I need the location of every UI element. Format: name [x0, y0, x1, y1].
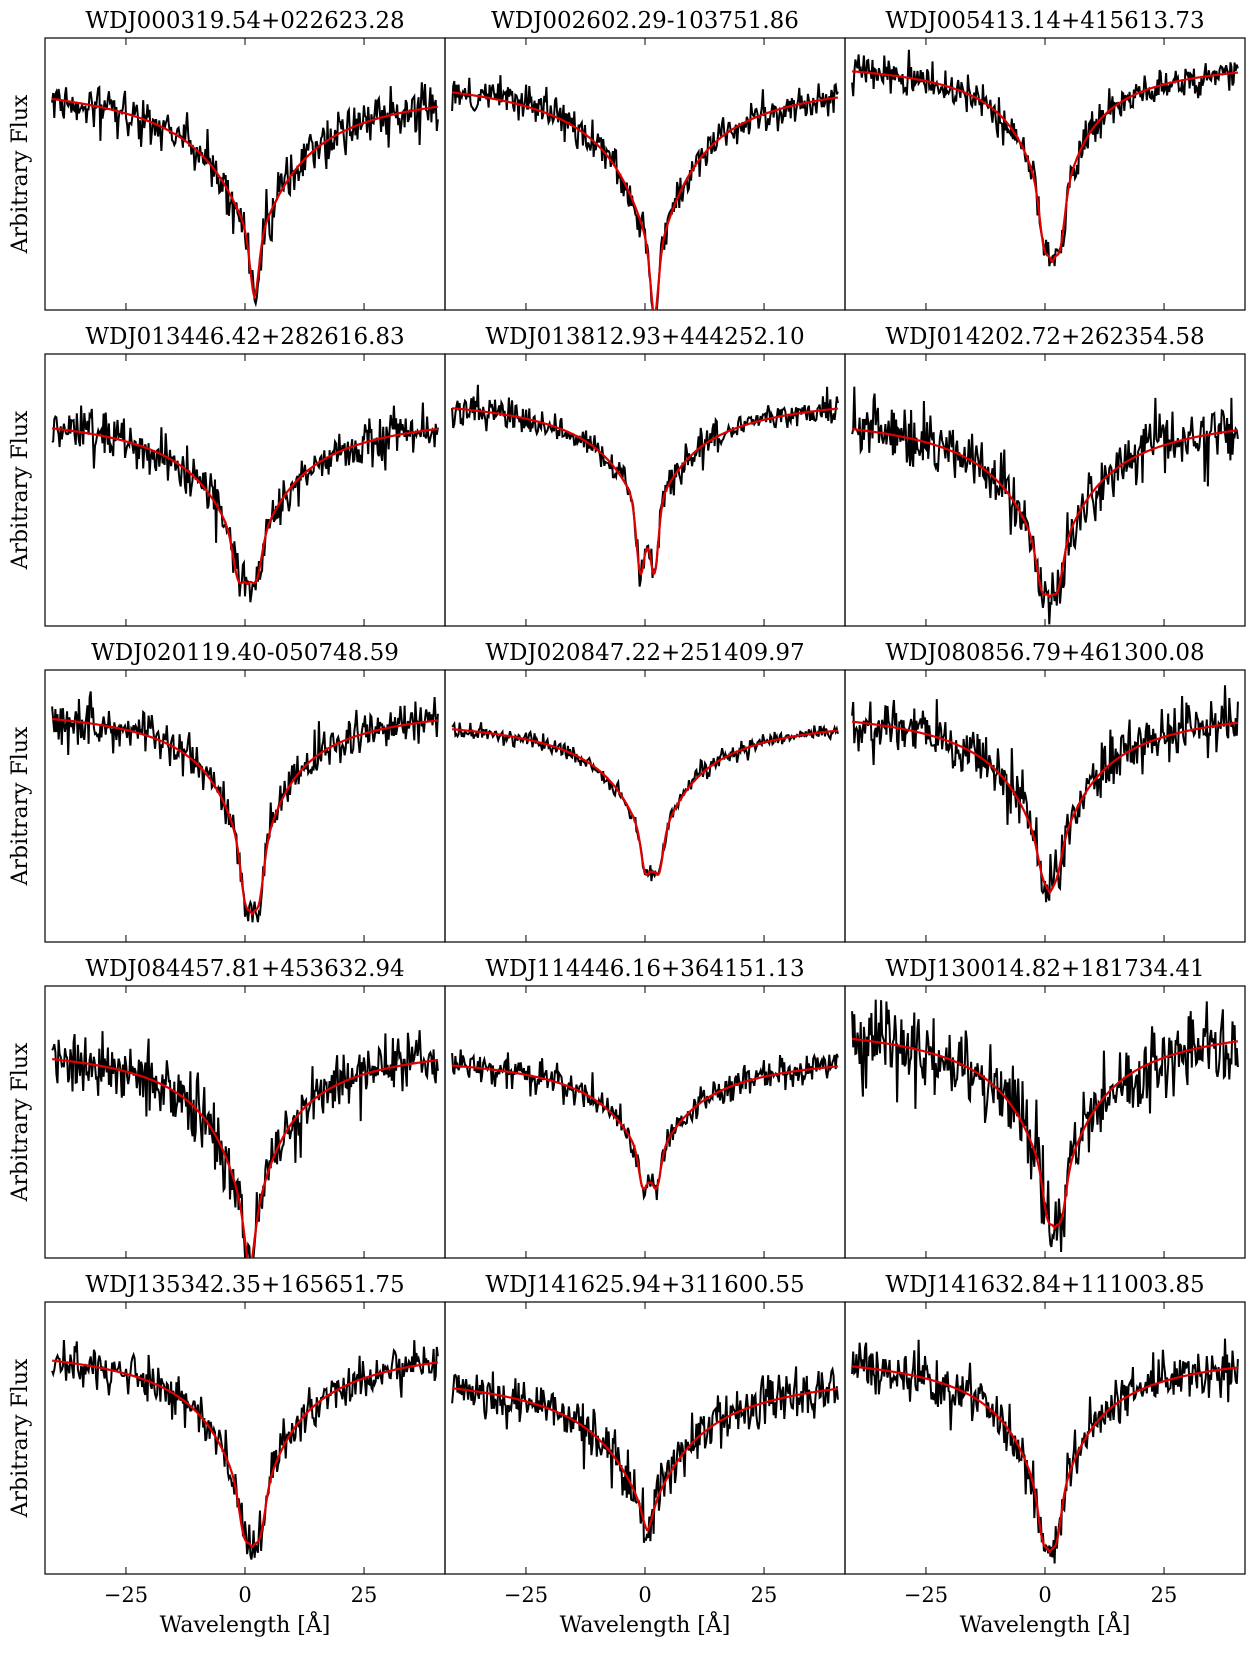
x-tick-label: 0: [238, 1583, 251, 1607]
x-tick-label: 0: [638, 1583, 651, 1607]
panel-title: WDJ005413.14+415613.73: [885, 8, 1204, 34]
model-fit-line: [851, 428, 1239, 599]
x-tick-label: −25: [504, 1583, 548, 1607]
panel-title: WDJ130014.82+181734.41: [885, 956, 1204, 982]
spectrum-panel: WDJ135342.35+165651.75 −25 0 25 Arbitrary Fl…: [8, 1272, 446, 1638]
panel-frame: [44, 37, 446, 311]
observed-spectrum: [851, 49, 1239, 267]
panel-frame: [444, 37, 846, 311]
observed-spectrum: [451, 384, 839, 587]
x-tick-label: −25: [904, 1583, 948, 1607]
spectrum-panel: WDJ141625.94+311600.55 −25 0 25 Wavelength […: [444, 1272, 846, 1638]
y-axis-label: Arbitrary Flux: [8, 410, 33, 570]
spectrum-panel: WDJ130014.82+181734.41: [844, 956, 1246, 1259]
x-tick-label: 25: [1151, 1583, 1178, 1607]
model-fit-line: [851, 1037, 1239, 1230]
model-fit-line: [851, 1365, 1239, 1555]
x-axis-label: Wavelength [Å]: [560, 1610, 731, 1638]
x-axis-label: Wavelength [Å]: [960, 1610, 1131, 1638]
spectrum-panel: WDJ000319.54+022623.28 Arbitrary Flux: [8, 8, 446, 311]
panel-frame: [844, 1301, 1246, 1575]
observed-spectrum: [51, 82, 439, 308]
panel-title: WDJ114446.16+364151.13: [485, 956, 804, 982]
model-fit-line: [51, 427, 439, 586]
observed-spectrum: [451, 1366, 839, 1543]
model-fit-line: [451, 728, 838, 877]
panel-title: WDJ013812.93+444252.10: [485, 324, 804, 350]
observed-spectrum: [51, 1030, 439, 1258]
panel-frame: [444, 669, 846, 943]
spectrum-panel: WDJ005413.14+415613.73: [844, 8, 1246, 311]
observed-spectrum: [451, 720, 839, 882]
observed-spectrum: [851, 999, 1239, 1253]
spectrum-panel: WDJ013446.42+282616.83 Arbitrary Flux: [8, 324, 446, 627]
panel-title: WDJ141632.84+111003.85: [885, 1272, 1204, 1298]
spectrum-panel: WDJ020119.40-050748.59 Arbitrary Flux: [8, 640, 446, 943]
spectrum-panel: WDJ002602.29-103751.86: [444, 8, 846, 311]
panel-title: WDJ014202.72+262354.58: [885, 324, 1204, 350]
panel-title: WDJ080856.79+461300.08: [885, 640, 1204, 666]
model-fit-line: [851, 720, 1239, 895]
y-axis-label: Arbitrary Flux: [8, 726, 33, 886]
observed-spectrum: [51, 691, 439, 923]
observed-spectrum: [451, 1049, 839, 1201]
model-fit-line: [451, 1387, 839, 1532]
observed-spectrum: [851, 685, 1239, 903]
observed-spectrum: [851, 386, 1239, 625]
panel-title: WDJ002602.29-103751.86: [491, 8, 799, 34]
x-tick-label: 25: [351, 1583, 378, 1607]
spectrum-panel: WDJ141632.84+111003.85 −25 0 25 Wavelength […: [844, 1272, 1246, 1638]
x-tick-label: −25: [104, 1583, 148, 1607]
model-fit-line: [51, 1058, 439, 1258]
x-tick-label: 25: [751, 1583, 778, 1607]
y-axis-label: Arbitrary Flux: [8, 94, 33, 254]
panel-title: WDJ020847.22+251409.97: [485, 640, 804, 666]
model-fit-line: [451, 407, 838, 576]
spectrum-panel: WDJ084457.81+453632.94 Arbitrary Flux: [8, 956, 446, 1259]
observed-spectrum: [51, 402, 439, 603]
panel-frame: [44, 985, 446, 1259]
spectrum-panel: WDJ080856.79+461300.08: [844, 640, 1246, 943]
y-axis-label: Arbitrary Flux: [8, 1042, 33, 1202]
model-fit-line: [51, 1359, 439, 1549]
panel-frame: [444, 353, 846, 627]
spectrum-panel: WDJ013812.93+444252.10: [444, 324, 846, 627]
panel-frame: [444, 1301, 846, 1575]
spectrum-panel: WDJ114446.16+364151.13: [444, 956, 846, 1259]
panel-title: WDJ013446.42+282616.83: [85, 324, 404, 350]
x-axis-label: Wavelength [Å]: [160, 1610, 331, 1638]
panel-frame: [844, 669, 1246, 943]
x-tick-label: 0: [1038, 1583, 1051, 1607]
observed-spectrum: [451, 75, 839, 310]
panel-title: WDJ020119.40-050748.59: [91, 640, 399, 666]
model-fit-line: [851, 70, 1239, 264]
model-fit-line: [451, 91, 839, 310]
panel-frame: [444, 985, 846, 1259]
model-fit-line: [51, 97, 439, 300]
model-fit-line: [451, 1064, 839, 1191]
y-axis-label: Arbitrary Flux: [8, 1358, 33, 1518]
observed-spectrum: [851, 1338, 1239, 1564]
panel-title: WDJ141625.94+311600.55: [485, 1272, 804, 1298]
panel-title: WDJ135342.35+165651.75: [85, 1272, 404, 1298]
panel-title: WDJ000319.54+022623.28: [85, 8, 404, 34]
spectrum-panel: WDJ020847.22+251409.97: [444, 640, 846, 943]
panel-title: WDJ084457.81+453632.94: [85, 956, 404, 982]
model-fit-line: [51, 717, 439, 916]
spectrum-panel: WDJ014202.72+262354.58: [844, 324, 1246, 627]
